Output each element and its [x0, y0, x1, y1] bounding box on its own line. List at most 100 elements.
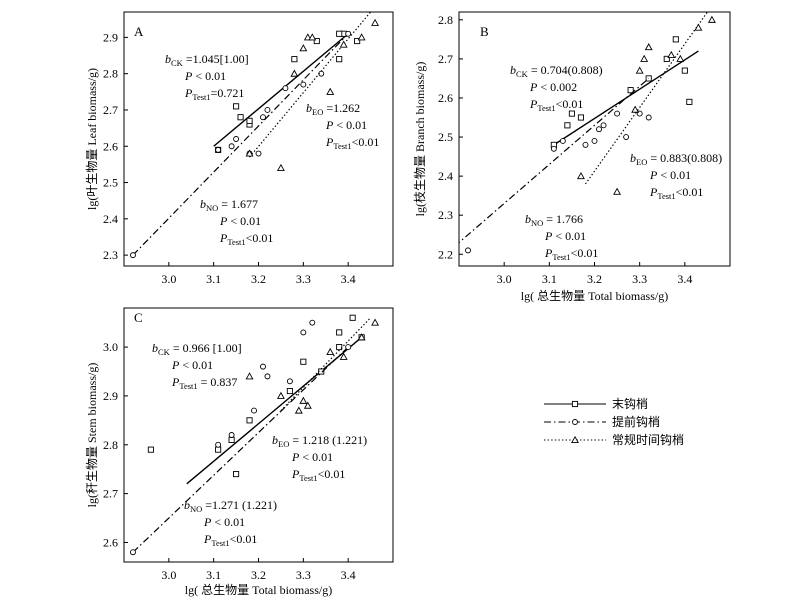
data-point-no — [345, 344, 352, 351]
y-tick-label: 2.5 — [438, 130, 453, 144]
annotation-line: P < 0.01 — [291, 450, 333, 464]
data-point-no — [582, 141, 589, 148]
y-tick-label: 2.9 — [103, 30, 118, 44]
annotation-value: < 0.01 — [657, 168, 691, 182]
data-point-no — [130, 252, 136, 259]
annotation-line: PTest1<0.01 — [291, 467, 345, 483]
panel-letter: A — [134, 24, 144, 39]
data-point-eo — [339, 352, 348, 360]
data-point-no — [550, 145, 557, 152]
annotation-subscript: CK — [171, 58, 184, 68]
data-point-eo — [326, 87, 335, 95]
annotation-symbol: b — [525, 212, 531, 226]
annotation-symbol: P — [529, 97, 538, 111]
annotation-symbol: P — [649, 168, 658, 182]
annotation-value: < 0.01 — [179, 358, 213, 372]
x-tick-label: 3.3 — [632, 272, 647, 286]
annotation-line: PTest1 = 0.837 — [171, 375, 237, 391]
panel-letter: B — [480, 24, 489, 39]
data-point-eo — [299, 44, 308, 52]
data-point-no — [559, 138, 566, 144]
annotation-subscript: EO — [312, 107, 323, 117]
data-point-no — [264, 107, 271, 113]
data-point-no — [345, 30, 352, 37]
data-point-ck — [564, 122, 571, 129]
data-point-ck — [686, 98, 693, 105]
annotation-symbol: P — [219, 231, 228, 245]
data-point-no — [300, 329, 307, 336]
data-point-no — [282, 85, 289, 92]
data-point-ck — [233, 103, 240, 110]
fit-line-eo — [280, 317, 372, 411]
data-point-ck — [215, 446, 222, 453]
y-tick-label: 2.3 — [438, 208, 453, 222]
data-point-ck — [237, 114, 244, 121]
data-point-ck — [336, 56, 343, 63]
annotation-value: = 1.766 — [543, 212, 583, 226]
data-point-eo — [694, 23, 703, 31]
x-tick-label: 3.3 — [296, 568, 311, 582]
y-tick-label: 2.8 — [103, 438, 118, 452]
x-tick-label: 3.2 — [251, 272, 266, 286]
annotation-symbol: b — [510, 63, 516, 77]
legend-label: 常规时间钩梢 — [612, 432, 684, 447]
annotation-subscript: Test1 — [227, 237, 245, 247]
x-tick-label: 3.2 — [587, 272, 602, 286]
data-point-ck — [246, 117, 253, 124]
annotation-value: <0.01 — [230, 532, 258, 546]
data-point-eo — [576, 171, 585, 180]
annotation-line: P < 0.01 — [544, 229, 586, 243]
annotation-symbol: P — [529, 80, 538, 94]
data-point-eo — [245, 149, 254, 157]
annotation-subscript: CK — [516, 69, 529, 79]
annotation-subscript: Test1 — [657, 191, 675, 201]
series-eo — [245, 12, 380, 172]
x-tick-label: 3.3 — [296, 272, 311, 286]
annotation-line: bCK = 0.966 [1.00] — [152, 341, 242, 357]
data-point-eo — [631, 105, 640, 113]
annotation-symbol: P — [544, 229, 553, 243]
data-point-no — [251, 407, 257, 414]
data-point-eo — [303, 401, 312, 409]
annotation-symbol: P — [171, 375, 180, 389]
data-point-ck — [663, 55, 670, 62]
y-axis-title: lg(秆生物量 Stem biomass/g) — [85, 363, 99, 508]
data-point-eo — [371, 18, 380, 26]
data-point-ck — [336, 344, 343, 351]
data-point-no — [300, 81, 307, 88]
data-point-ck — [147, 446, 154, 453]
annotation-value: < 0.002 — [537, 80, 577, 94]
data-point-eo — [339, 40, 348, 48]
annotation-line: bCK = 0.704(0.808) — [510, 63, 603, 79]
annotation-subscript: Test1 — [179, 381, 197, 391]
x-tick-label: 3.4 — [341, 568, 356, 582]
data-point-ck — [354, 37, 361, 45]
data-point-ck — [568, 110, 575, 117]
data-point-eo — [276, 163, 285, 172]
y-axis-title: lg(叶生物量 Leaf biomass/g) — [85, 68, 99, 210]
annotation-value: <0.01 — [571, 246, 599, 260]
data-point-ck — [681, 67, 688, 74]
annotation-symbol: b — [165, 52, 171, 66]
annotation-symbol: P — [325, 118, 334, 132]
plot-area — [459, 12, 716, 254]
data-point-eo — [676, 54, 685, 62]
data-point-ck — [300, 358, 307, 365]
y-tick-label: 2.6 — [103, 139, 118, 153]
annotation-line: bEO = 1.218 (1.221) — [272, 433, 367, 449]
series-eo — [576, 12, 716, 195]
annotation-value: <0.01 — [318, 467, 346, 481]
data-point-ck — [291, 56, 298, 63]
annotation-line: PTest1<0.01 — [325, 135, 379, 151]
annotation-symbol: P — [203, 515, 212, 529]
data-point-no — [233, 136, 240, 142]
annotation-line: bNO =1.271 (1.221) — [184, 498, 277, 514]
annotation-value: =1.262 — [323, 101, 360, 115]
series-no — [130, 319, 352, 556]
data-point-no — [260, 363, 266, 370]
data-point-eo — [707, 15, 716, 23]
data-point-ck — [228, 436, 235, 443]
data-point-no — [645, 114, 652, 121]
